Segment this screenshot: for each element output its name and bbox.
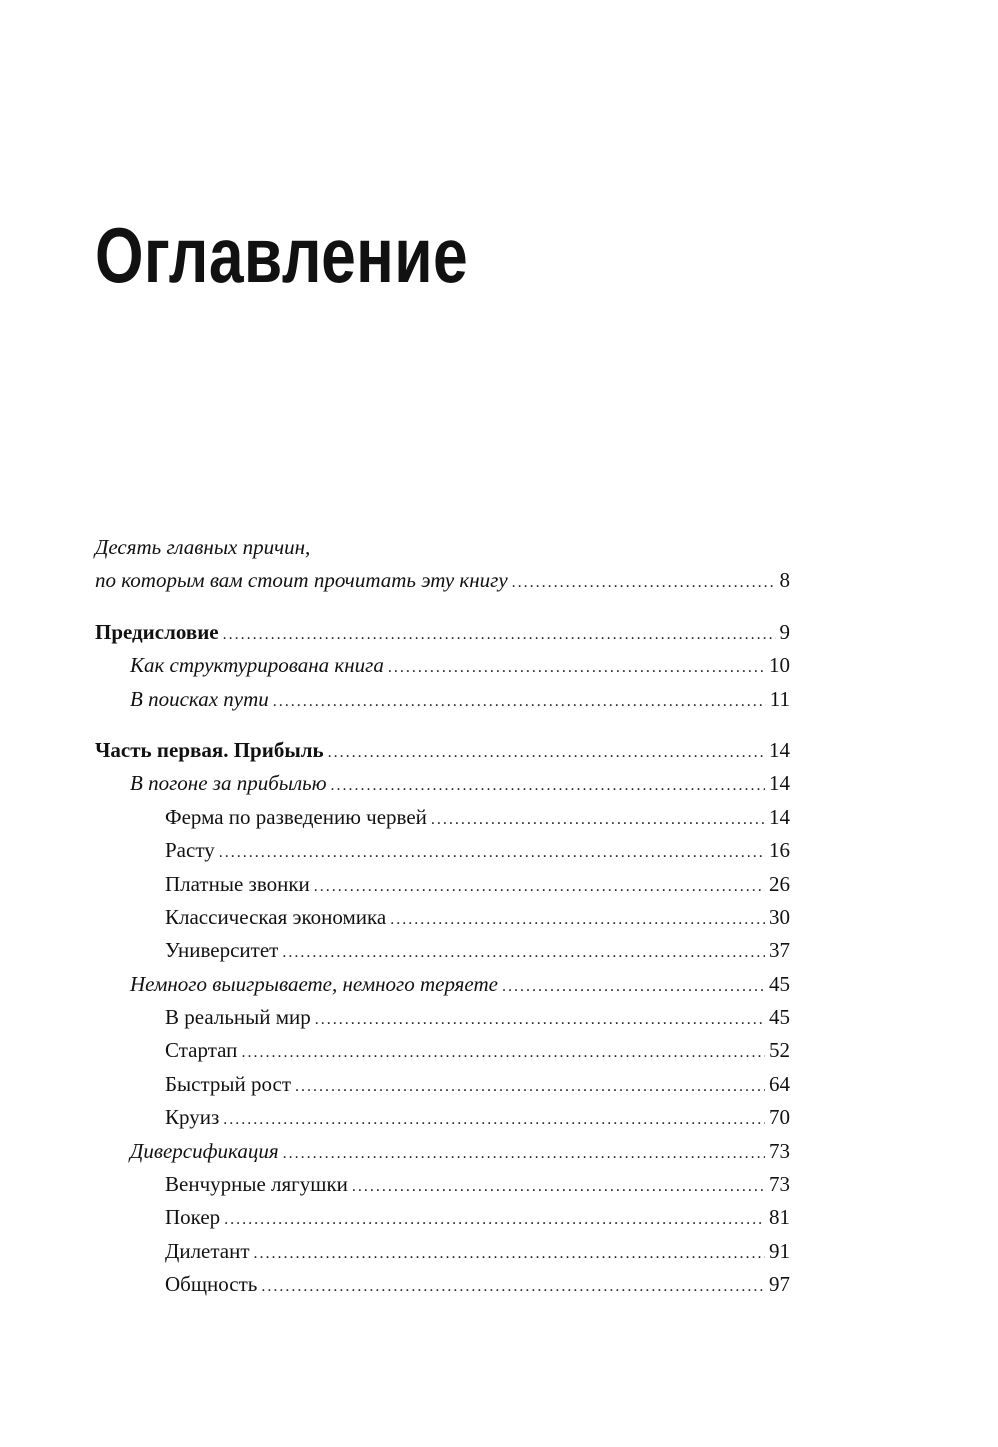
toc-entry-title: Ферма по разведению червей	[165, 804, 427, 829]
toc-entry-page-number: 30	[769, 904, 790, 929]
dot-leader	[352, 1170, 765, 1203]
toc-entry[interactable]: Покер 81	[95, 1201, 790, 1234]
toc-entry[interactable]: Платные звонки 26	[95, 868, 790, 901]
toc-entry-title: Покер	[165, 1205, 221, 1230]
toc-entry-page-number: 16	[769, 838, 790, 863]
page-title: Оглавление	[95, 211, 469, 299]
toc-entry-page-number: 45	[769, 971, 790, 996]
toc-entry-page-number: 26	[769, 871, 790, 896]
toc-entry-page-number: 73	[769, 1138, 790, 1163]
toc-entry-page-number: 97	[769, 1272, 790, 1297]
dot-leader	[219, 836, 765, 869]
dot-leader	[314, 870, 765, 903]
toc-entry-title: Дилетант	[165, 1238, 250, 1263]
dot-leader	[512, 566, 776, 599]
toc-entry-page-number: 37	[769, 938, 790, 963]
toc-entry-title: Десять главных причин,	[95, 535, 311, 559]
toc-entry[interactable]: Общность 97	[95, 1268, 790, 1301]
toc-entry[interactable]: Круиз 70	[95, 1101, 790, 1134]
dot-leader	[224, 1203, 765, 1236]
toc-entry-page-number: 64	[769, 1071, 790, 1096]
toc-entry[interactable]: Десять главных причин,	[95, 531, 790, 564]
toc-entry[interactable]: Быстрый рост 64	[95, 1068, 790, 1101]
dot-leader	[261, 1270, 765, 1303]
toc-entry[interactable]: Как структурирована книга 10	[95, 649, 790, 682]
toc-entry-title: Стартап	[165, 1038, 238, 1063]
toc-entry-page-number: 52	[769, 1038, 790, 1063]
toc-group: Предисловие 9 Как структурирована книга 10 В…	[95, 616, 790, 716]
dot-leader	[223, 1103, 765, 1136]
toc-entry-title: Круиз	[165, 1105, 220, 1130]
toc-entry[interactable]: Ферма по разведению червей 14	[95, 801, 790, 834]
toc-entry-title: по которым вам стоит прочитать эту книгу	[95, 568, 508, 593]
toc-entry-title: Диверсификация	[130, 1138, 279, 1163]
toc-group: Часть первая. Прибыль14В погоне за прибы…	[95, 734, 790, 1302]
toc-entry[interactable]: Классическая экономика 30	[95, 901, 790, 934]
toc-entry-page-number: 8	[779, 568, 791, 593]
toc-entry[interactable]: Университет 37	[95, 934, 790, 967]
dot-leader	[328, 736, 765, 769]
toc-entry-title: Расту	[165, 838, 215, 863]
toc-entry-page-number: 91	[769, 1238, 790, 1263]
dot-leader	[431, 803, 765, 836]
dot-leader	[331, 769, 765, 802]
toc-entry[interactable]: Дилетант 91	[95, 1235, 790, 1268]
toc-entry-page-number: 9	[779, 619, 791, 644]
toc-entry[interactable]: Венчурные лягушки 73	[95, 1168, 790, 1201]
toc-entry-page-number: 10	[769, 653, 790, 678]
dot-leader	[282, 936, 765, 969]
toc-entry[interactable]: Стартап 52	[95, 1034, 790, 1067]
toc-entry[interactable]: В реальный мир 45	[95, 1001, 790, 1034]
dot-leader	[241, 1036, 765, 1069]
toc-entry[interactable]: по которым вам стоит прочитать эту книгу…	[95, 564, 790, 597]
toc-entry-page-number: 14	[769, 804, 790, 829]
toc-entry[interactable]: Немного выигрываете, немного теряете 45	[95, 968, 790, 1001]
dot-leader	[390, 903, 765, 936]
toc-entry-title: Классическая экономика	[165, 904, 387, 929]
dot-leader	[283, 1137, 765, 1170]
toc-entry-title: Как структурирована книга	[130, 653, 384, 678]
toc-entry-title: В погоне за прибылью	[130, 771, 327, 796]
toc-entry-page-number: 45	[769, 1005, 790, 1030]
dot-leader	[315, 1003, 765, 1036]
dot-leader	[388, 651, 765, 684]
toc-entry-page-number: 14	[769, 771, 790, 796]
table-of-contents: Десять главных причин, по которым вам сто…	[95, 531, 790, 1302]
dot-leader	[273, 685, 766, 718]
toc-entry-title: Быстрый рост	[165, 1071, 292, 1096]
toc-entry-title: Общность	[165, 1272, 258, 1297]
toc-entry-title: Немного выигрываете, немного теряете	[130, 971, 498, 996]
toc-entry-page-number: 81	[769, 1205, 790, 1230]
toc-entry-title: Часть первая. Прибыль	[95, 737, 324, 762]
dot-leader	[295, 1070, 765, 1103]
toc-entry[interactable]: Часть первая. Прибыль 14	[95, 734, 790, 767]
toc-entry-title: В реальный мир	[165, 1005, 311, 1030]
toc-entry[interactable]: Расту 16	[95, 834, 790, 867]
toc-entry-title: Университет	[165, 938, 279, 963]
dot-leader	[254, 1237, 765, 1270]
toc-entry-page-number: 11	[769, 686, 790, 711]
toc-entry-page-number: 14	[769, 737, 790, 762]
toc-entry-title: Предисловие	[95, 619, 219, 644]
toc-entry-title: В поисках пути	[130, 686, 269, 711]
toc-entry[interactable]: Диверсификация 73	[95, 1135, 790, 1168]
toc-group: Десять главных причин, по которым вам сто…	[95, 531, 790, 598]
toc-entry[interactable]: Предисловие 9	[95, 616, 790, 649]
toc-entry-title: Платные звонки	[165, 871, 310, 896]
toc-entry-page-number: 70	[769, 1105, 790, 1130]
toc-entry-page-number: 73	[769, 1172, 790, 1197]
toc-entry[interactable]: В поисках пути 11	[95, 683, 790, 716]
toc-entry[interactable]: В погоне за прибылью 14	[95, 767, 790, 800]
dot-leader	[223, 618, 776, 651]
dot-leader	[502, 970, 765, 1003]
toc-entry-title: Венчурные лягушки	[165, 1172, 348, 1197]
